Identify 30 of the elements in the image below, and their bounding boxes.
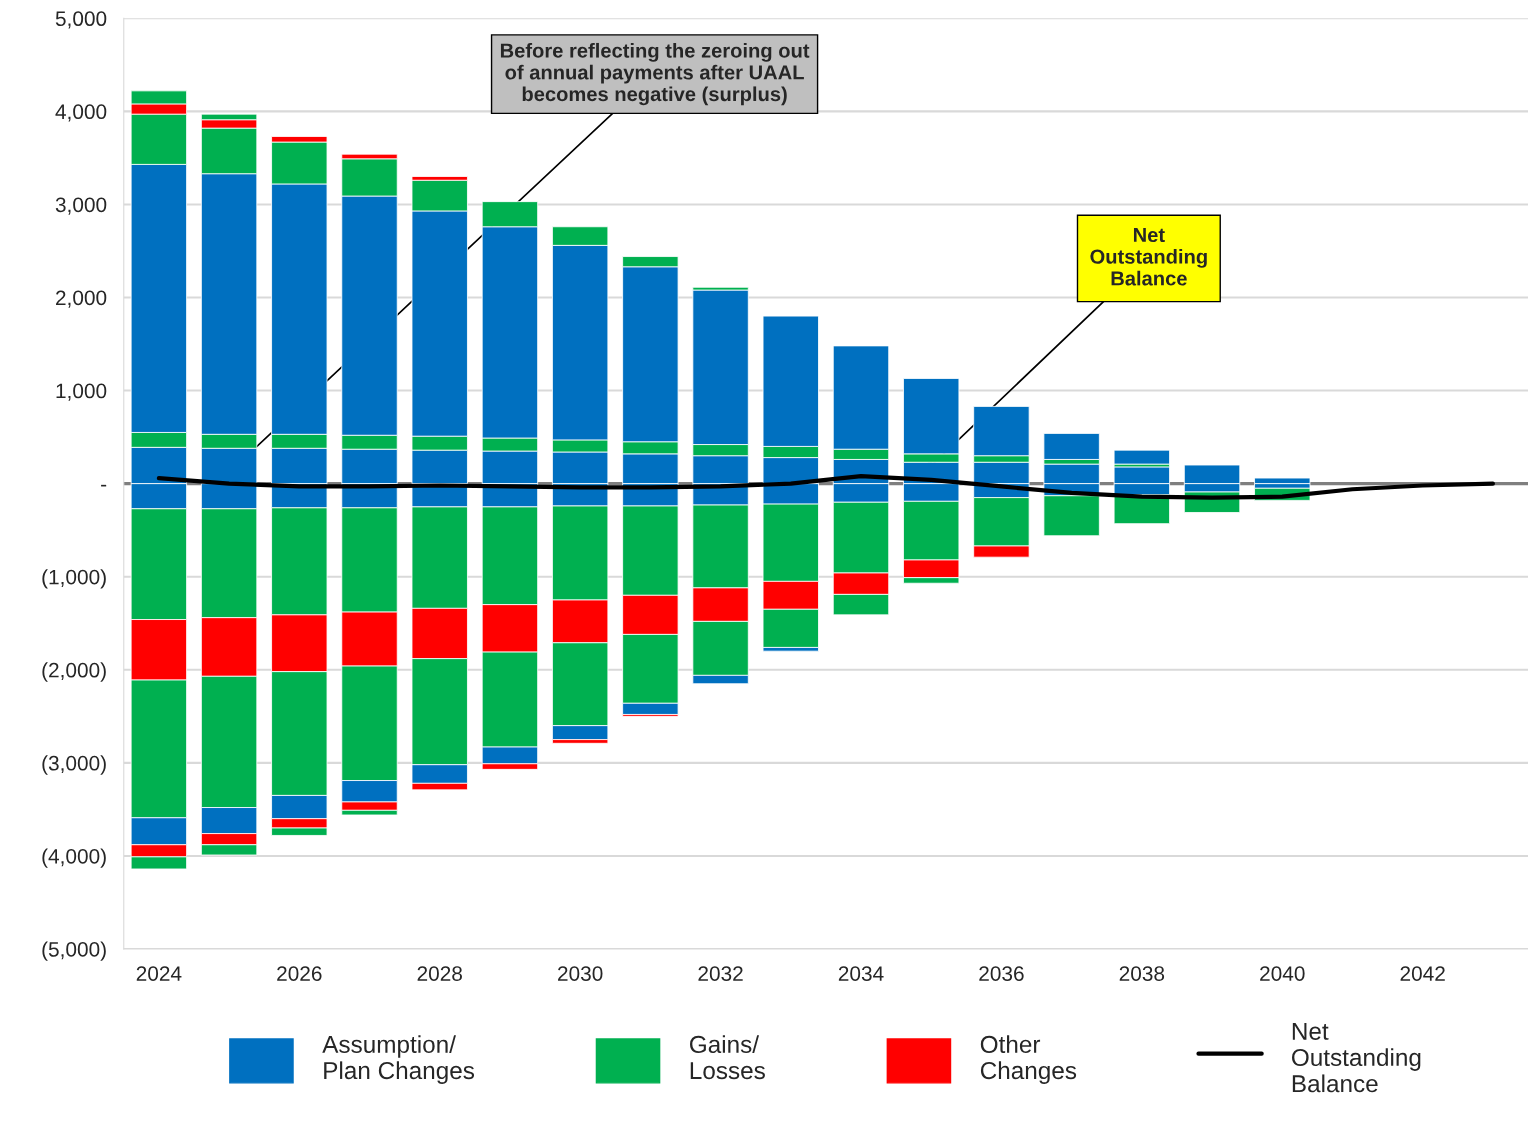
y-tick-label: (5,000) — [42, 941, 106, 961]
legend-label: Assumption/ Plan Changes — [322, 1035, 475, 1084]
annotation: Net Outstanding Balance — [1090, 228, 1207, 286]
legend-label: Net Outstanding Balance — [1292, 1022, 1421, 1093]
x-tick-label: 2026 — [277, 966, 322, 981]
legend-label: Other Changes — [980, 1035, 1077, 1084]
y-tick-label: 5,000 — [55, 11, 107, 29]
bar — [1113, 449, 1170, 465]
y-tick-label: (4,000) — [42, 848, 106, 868]
y-tick-label: 4,000 — [55, 104, 107, 122]
x-tick-label: 2024 — [136, 966, 182, 981]
x-tick-label: 2028 — [417, 966, 462, 981]
x-tick-label: 2040 — [1260, 966, 1305, 981]
y-tick-label: (3,000) — [42, 755, 106, 775]
x-tick-label: 2030 — [558, 966, 603, 981]
line-series — [156, 474, 1495, 500]
y-tick-label: (1,000) — [42, 569, 106, 589]
y-tick-label: - — [101, 484, 107, 487]
annotation: Before reflecting the zeroing out of annual payments after UAAL becomes negative (surplus) — [500, 42, 810, 106]
y-tick-label: 3,000 — [55, 197, 107, 215]
y-tick-label: 2,000 — [56, 290, 107, 308]
bar — [1254, 477, 1311, 485]
x-tick-label: 2036 — [979, 966, 1024, 981]
x-tick-label: 2042 — [1400, 966, 1445, 981]
legend-label: Gains/ Losses — [690, 1035, 765, 1080]
x-tick-label: 2038 — [1119, 966, 1165, 981]
x-tick-label: 2032 — [698, 966, 743, 981]
y-tick-label: 1,000 — [56, 383, 107, 401]
y-tick-label: (2,000) — [42, 662, 106, 682]
x-tick-label: 2034 — [838, 966, 884, 981]
